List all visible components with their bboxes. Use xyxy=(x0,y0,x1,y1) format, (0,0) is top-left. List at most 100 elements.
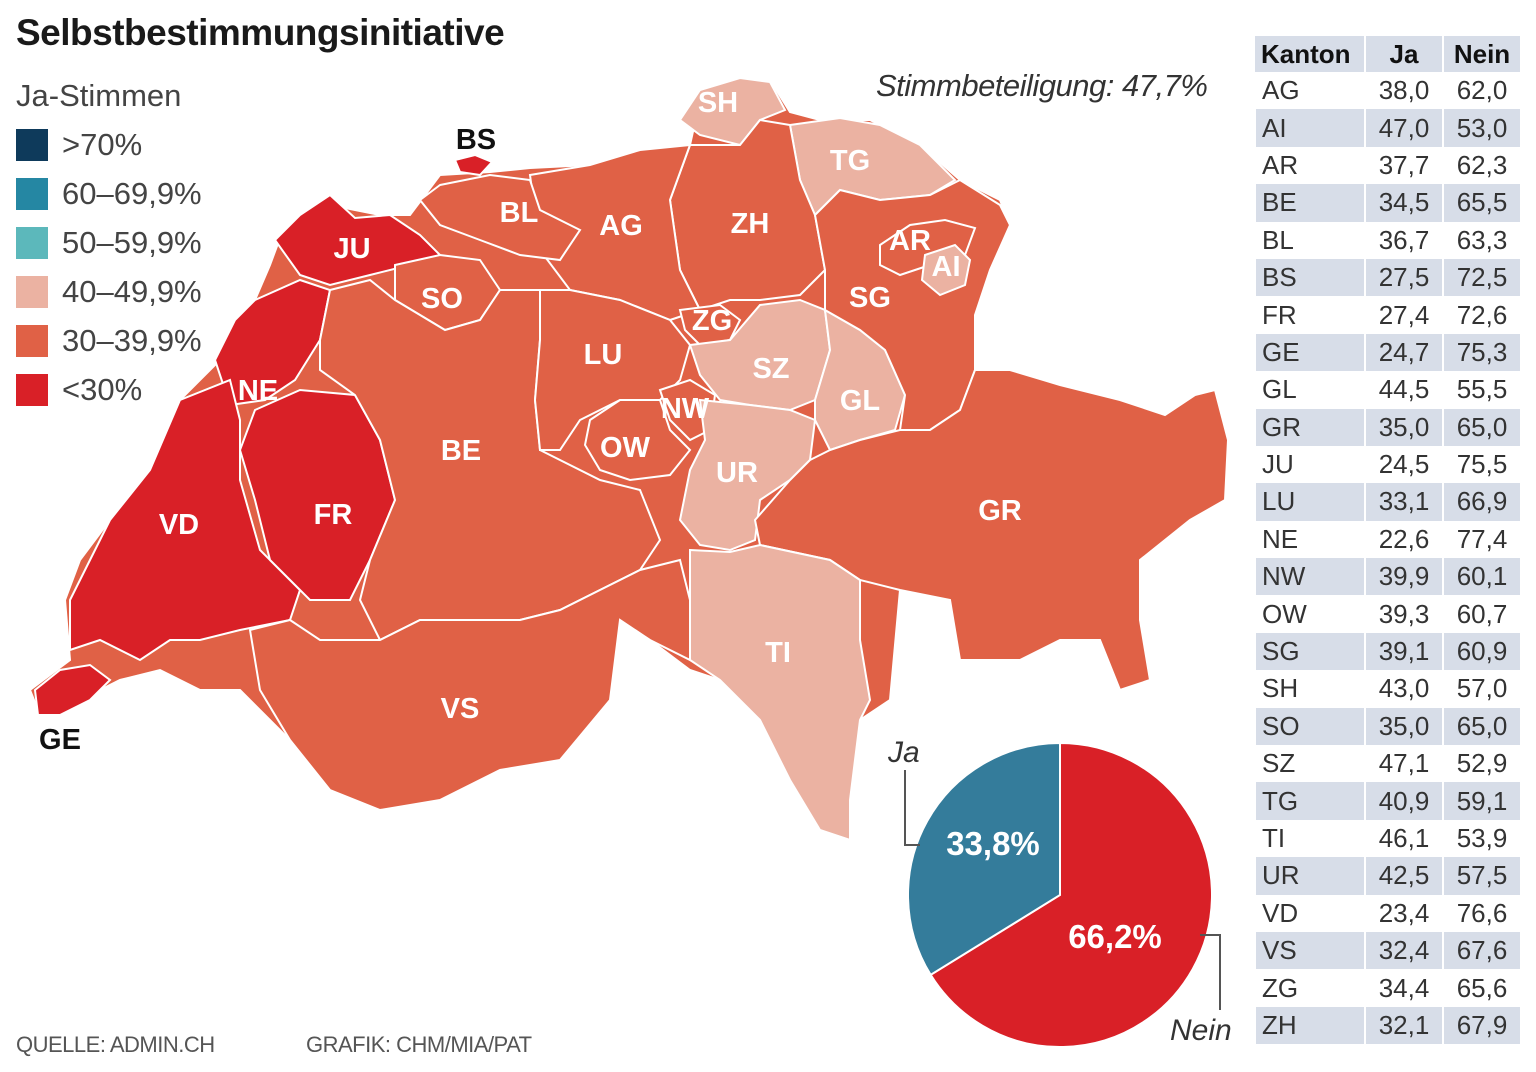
page-title: Selbstbestimmungsinitiative xyxy=(16,12,505,53)
label-gr: GR xyxy=(978,495,1022,527)
switzerland-map: SH BS TG JU BL AG ZH AR AI SO SG ZG LU S… xyxy=(28,76,1232,1048)
canton-vs xyxy=(248,558,691,812)
table-header-row: Kanton Ja Nein xyxy=(1255,36,1520,72)
cell-nein: 60,9 xyxy=(1442,632,1520,671)
source-credit: QUELLE: ADMIN.CH xyxy=(16,1032,215,1057)
cell-kanton: UR xyxy=(1254,857,1365,895)
cell-nein: 53,0 xyxy=(1442,109,1520,147)
cell-ja: 24,5 xyxy=(1364,445,1443,484)
label-nw: NW xyxy=(661,393,710,425)
cell-kanton: FR xyxy=(1254,296,1365,334)
header-ja: Ja xyxy=(1364,36,1443,72)
cell-nein: 60,1 xyxy=(1442,558,1520,596)
legend-swatch xyxy=(16,373,48,406)
cell-kanton: AG xyxy=(1254,72,1365,110)
cell-ja: 47,1 xyxy=(1364,745,1443,783)
turnout-note: Stimmbeteiligung: 47,7% xyxy=(876,68,1208,103)
label-zh: ZH xyxy=(731,208,770,240)
canton-gr xyxy=(753,369,1230,692)
table-row: ZH 32,1 67,9 xyxy=(1254,1006,1520,1045)
table-row: LU 33,1 66,9 xyxy=(1254,483,1520,521)
label-ow: OW xyxy=(600,432,651,464)
cell-kanton: SO xyxy=(1254,707,1365,746)
cell-ja: 32,1 xyxy=(1364,1006,1443,1045)
cell-kanton: TG xyxy=(1254,782,1365,820)
cell-ja: 42,5 xyxy=(1364,857,1443,895)
label-sg: SG xyxy=(849,282,891,314)
legend-swatch xyxy=(16,128,48,161)
canton-sh xyxy=(678,76,787,147)
cell-kanton: NE xyxy=(1254,520,1365,559)
cell-ja: 39,9 xyxy=(1364,558,1443,596)
cell-ja: 40,9 xyxy=(1364,782,1443,820)
table-row: VS 32,4 67,6 xyxy=(1254,931,1520,970)
label-ju: JU xyxy=(333,233,370,265)
canton-ne xyxy=(213,278,332,407)
cell-nein: 65,0 xyxy=(1442,707,1520,746)
cell-ja: 36,7 xyxy=(1364,221,1443,259)
cell-ja: 22,6 xyxy=(1364,520,1443,559)
legend-item-over-70: >70% xyxy=(16,120,202,169)
label-lu: LU xyxy=(584,339,623,371)
cell-kanton: GR xyxy=(1254,408,1365,446)
cell-nein: 60,7 xyxy=(1442,595,1520,633)
legend-label: 50–59,9% xyxy=(62,224,202,260)
canton-bl xyxy=(418,173,582,262)
cell-kanton: SG xyxy=(1254,632,1365,671)
label-ti: TI xyxy=(765,637,791,669)
cell-kanton: BS xyxy=(1254,258,1365,297)
label-vd: VD xyxy=(159,509,199,541)
cell-nein: 59,1 xyxy=(1442,782,1520,820)
canton-ai xyxy=(920,243,972,297)
cell-kanton: BE xyxy=(1254,184,1365,222)
table-row: BS 27,5 72,5 xyxy=(1254,258,1520,297)
pie-word-nein: Nein xyxy=(1170,1014,1232,1047)
cell-kanton: GL xyxy=(1254,371,1365,409)
cell-kanton: NW xyxy=(1254,558,1365,596)
cell-ja: 35,0 xyxy=(1364,408,1443,446)
table-row: SZ 47,1 52,9 xyxy=(1254,745,1520,783)
legend-item-30-39: 30–39,9% xyxy=(16,316,202,365)
label-fr: FR xyxy=(314,499,353,531)
cell-ja: 39,1 xyxy=(1364,632,1443,671)
cell-ja: 32,4 xyxy=(1364,931,1443,970)
table-row: SO 35,0 65,0 xyxy=(1254,707,1520,746)
table-row: GE 24,7 75,3 xyxy=(1254,333,1520,372)
cell-kanton: ZG xyxy=(1254,969,1365,1007)
legend-label: >70% xyxy=(62,126,143,162)
cell-kanton: SH xyxy=(1254,670,1365,708)
table-row: OW 39,3 60,7 xyxy=(1254,595,1520,633)
table-row: SG 39,1 60,9 xyxy=(1254,632,1520,671)
cell-nein: 65,6 xyxy=(1442,969,1520,1007)
cell-nein: 67,9 xyxy=(1442,1006,1520,1045)
legend-label: 40–49,9% xyxy=(62,273,202,309)
table-row: SH 43,0 57,0 xyxy=(1254,670,1520,708)
cell-kanton: SZ xyxy=(1254,745,1365,783)
table-row: TG 40,9 59,1 xyxy=(1254,782,1520,820)
legend-swatch xyxy=(16,324,48,357)
cell-nein: 63,3 xyxy=(1442,221,1520,259)
cell-ja: 34,4 xyxy=(1364,969,1443,1007)
header-nein: Nein xyxy=(1442,36,1520,72)
legend: Ja-Stimmen >70% 60–69,9% 50–59,9% 40–49,… xyxy=(16,78,202,414)
legend-swatch xyxy=(16,275,48,308)
table-row: JU 24,5 75,5 xyxy=(1254,445,1520,484)
canton-vd xyxy=(69,378,302,662)
table-row: VD 23,4 76,6 xyxy=(1254,894,1520,932)
results-table: Kanton Ja Nein AG 38,0 62,0 AI 47,0 53,0 AR 37,… xyxy=(1254,36,1520,1045)
cell-ja: 43,0 xyxy=(1364,670,1443,708)
legend-item-under-30: <30% xyxy=(16,365,202,414)
cell-kanton: TI xyxy=(1254,819,1365,858)
cell-nein: 53,9 xyxy=(1442,819,1520,858)
cell-ja: 27,5 xyxy=(1364,258,1443,297)
canton-bs xyxy=(453,153,494,177)
cell-nein: 67,6 xyxy=(1442,931,1520,970)
cell-kanton: VS xyxy=(1254,931,1365,970)
cell-nein: 55,5 xyxy=(1442,371,1520,409)
cell-kanton: AI xyxy=(1254,109,1365,147)
cell-nein: 72,6 xyxy=(1442,296,1520,334)
table-row: ZG 34,4 65,6 xyxy=(1254,969,1520,1007)
label-ag: AG xyxy=(599,210,643,242)
canton-ow xyxy=(583,399,692,482)
table-row: AI 47,0 53,0 xyxy=(1254,109,1520,147)
